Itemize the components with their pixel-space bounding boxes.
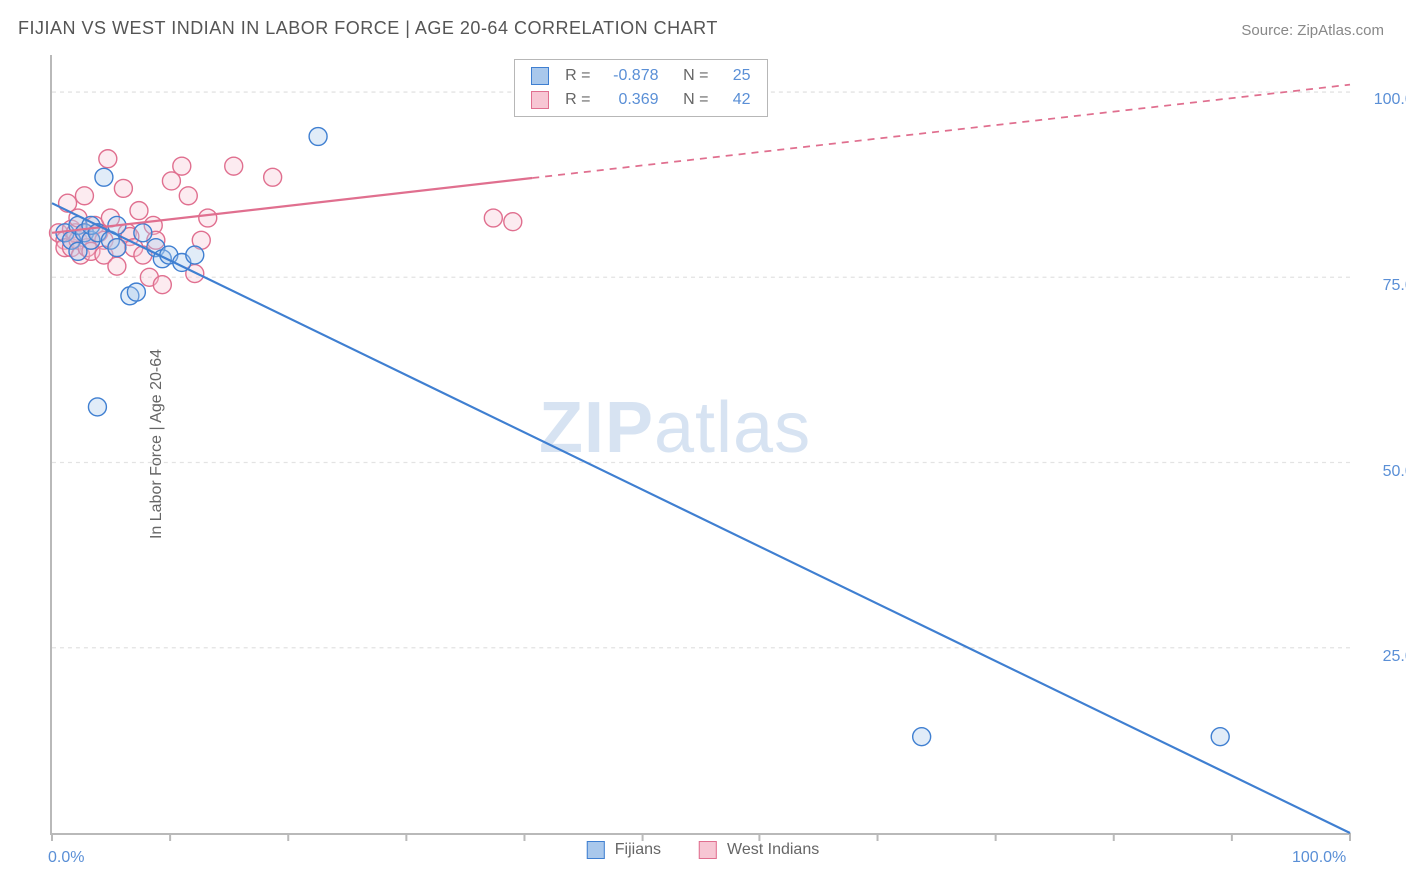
legend-n-label: N =	[675, 88, 709, 112]
plot-svg	[52, 55, 1350, 833]
legend-row-fijians: R = -0.878 N = 25	[531, 64, 751, 88]
axis-ticks	[52, 833, 1350, 841]
legend-r-label: R =	[557, 88, 591, 112]
source-attribution: Source: ZipAtlas.com	[1241, 22, 1384, 39]
legend-n-label: N =	[675, 64, 709, 88]
legend-r-label: R =	[557, 64, 591, 88]
source-label: Source:	[1241, 22, 1297, 39]
y-tick-label: 75.0%	[1383, 277, 1406, 295]
legend-r-fijians: -0.878	[599, 64, 659, 88]
gridlines	[52, 92, 1350, 648]
scatter-fijians	[56, 128, 1229, 746]
chart-title: FIJIAN VS WEST INDIAN IN LABOR FORCE | A…	[18, 18, 718, 39]
correlation-legend: R = -0.878 N = 25 R = 0.369 N = 42	[514, 59, 768, 117]
y-tick-label: 50.0%	[1383, 463, 1406, 481]
x-tick-label: 0.0%	[48, 849, 84, 867]
y-tick-label: 25.0%	[1383, 648, 1406, 666]
trend-lines	[52, 85, 1350, 833]
legend-row-west-indians: R = 0.369 N = 42	[531, 88, 751, 112]
legend-n-west-indians: 42	[717, 88, 751, 112]
legend-swatch-west-indians	[699, 841, 717, 859]
source-link[interactable]: ZipAtlas.com	[1297, 22, 1384, 39]
x-tick-label: 100.0%	[1292, 849, 1346, 867]
legend-swatch-fijians	[531, 67, 549, 85]
legend-n-fijians: 25	[717, 64, 751, 88]
chart-container: FIJIAN VS WEST INDIAN IN LABOR FORCE | A…	[0, 0, 1406, 892]
plot-area: In Labor Force | Age 20-64 ZIPatlas R = …	[50, 55, 1350, 835]
legend-label-west-indians: West Indians	[727, 841, 819, 859]
legend-swatch-fijians	[587, 841, 605, 859]
legend-swatch-west-indians	[531, 91, 549, 109]
y-tick-label: 100.0%	[1374, 91, 1406, 109]
legend-r-west-indians: 0.369	[599, 88, 659, 112]
series-legend: Fijians West Indians	[587, 841, 819, 859]
legend-label-fijians: Fijians	[615, 841, 661, 859]
